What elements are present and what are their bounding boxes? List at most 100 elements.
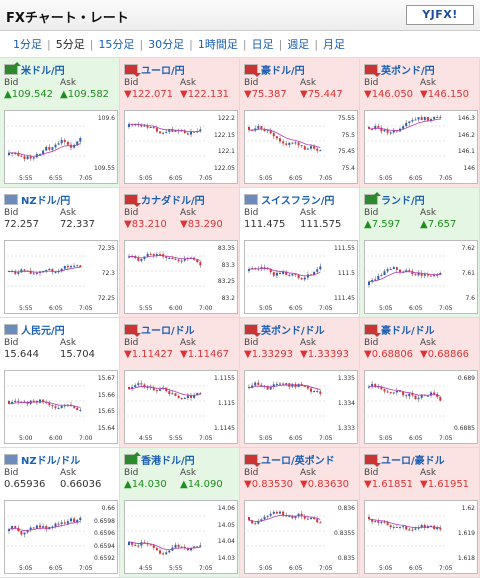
- mini-chart[interactable]: 0.689 0.6885 5:05 6:05 7:05: [364, 370, 478, 444]
- pair-card[interactable]: 人民元/円 Bid Ask 15.644 15.704 15.67 15.66 15.65 15…: [0, 318, 120, 448]
- y-tick-label: 15.67: [97, 375, 115, 382]
- pair-name[interactable]: ユーロ/英ポンド: [244, 452, 359, 467]
- pair-label[interactable]: カナダドル/円: [141, 195, 205, 207]
- mini-chart[interactable]: 0.66 0.6598 0.6596 0.6594 0.6592 5:05 6:05 7:05: [4, 500, 118, 574]
- mini-chart[interactable]: 1.1155 1.115 1.1145 4:55 5:55 7:05: [124, 370, 238, 444]
- pair-name[interactable]: ユーロ/円: [124, 62, 239, 77]
- mini-chart[interactable]: 14.06 14.05 14.04 14.03 4:55 5:55 7:05: [124, 500, 238, 574]
- bid-ask-labels: Bid Ask: [4, 338, 119, 349]
- candle: [174, 544, 177, 548]
- pair-label[interactable]: ランド/円: [381, 195, 425, 207]
- pair-label[interactable]: ユーロ/英ポンド: [261, 455, 335, 467]
- pair-card[interactable]: ユーロ/円 Bid Ask ▼122.071 ▼122.131 122.2 122.15 12…: [120, 58, 240, 188]
- pair-label[interactable]: 英ポンド/ドル: [261, 325, 325, 337]
- candle: [297, 513, 300, 517]
- candle: [386, 129, 389, 133]
- pair-name[interactable]: ユーロ/ドル: [124, 322, 239, 337]
- candle: [177, 544, 180, 547]
- mini-chart[interactable]: 75.55 75.5 75.45 75.4 5:05 6:05 7:05: [244, 110, 358, 184]
- mini-chart[interactable]: 146.3 146.2 146.1 146 5:05 6:05 7:05: [364, 110, 478, 184]
- candle: [66, 141, 69, 145]
- pair-card[interactable]: 米ドル/円 Bid Ask ▲109.542 ▲109.582 109.6 109.55 5:…: [0, 58, 120, 188]
- candle: [140, 258, 143, 261]
- candle: [383, 521, 386, 523]
- mini-chart[interactable]: 1.62 1.619 1.618 5:05 6:05 7:05: [364, 500, 478, 574]
- mini-chart[interactable]: 122.2 122.15 122.1 122.05 5:05 6:05 7:05: [124, 110, 238, 184]
- tab-5[interactable]: 日足: [251, 38, 274, 51]
- candle: [17, 527, 20, 532]
- candle: [254, 523, 257, 525]
- candle: [196, 392, 199, 395]
- pair-label[interactable]: 香港ドル/円: [141, 455, 195, 467]
- candle: [282, 141, 285, 144]
- pair-name[interactable]: NZドル/円: [4, 192, 119, 207]
- pair-name[interactable]: 香港ドル/円: [124, 451, 239, 467]
- pair-label[interactable]: ユーロ/ドル: [141, 325, 195, 337]
- pair-card[interactable]: 英ポンド/円 Bid Ask ▼146.050 ▼146.150 146.3 146.2 14…: [360, 58, 480, 188]
- pair-label[interactable]: 米ドル/円: [21, 65, 65, 77]
- pair-name[interactable]: スイスフラン/円: [244, 192, 359, 207]
- candle: [14, 271, 17, 274]
- pair-card[interactable]: 豪ドル/ドル Bid Ask ▼0.68806 ▼0.68866 0.689 0.6885 5…: [360, 318, 480, 448]
- bid-ask-labels: Bid Ask: [4, 468, 119, 479]
- candlestick-chart: [7, 515, 85, 547]
- candle: [423, 117, 426, 121]
- candle: [371, 128, 374, 130]
- pair-name[interactable]: 豪ドル/円: [244, 62, 359, 77]
- pair-card[interactable]: ランド/円 Bid Ask ▲7.597 ▲7.657 7.62 7.61 7.6 5:05 6:…: [360, 188, 480, 318]
- tab-1[interactable]: 5分足: [55, 38, 85, 51]
- mini-chart[interactable]: 111.55 111.5 111.45 5:05 6:05 7:05: [244, 240, 358, 314]
- pair-label[interactable]: ユーロ/豪ドル: [381, 455, 445, 467]
- pair-card[interactable]: カナダドル/円 Bid Ask ▼83.210 ▼83.290 83.35 83.3 83.2…: [120, 188, 240, 318]
- pair-name[interactable]: 英ポンド/ドル: [244, 322, 359, 337]
- tab-3[interactable]: 30分足: [148, 38, 185, 51]
- pair-card[interactable]: 香港ドル/円 Bid Ask ▲14.030 ▲14.090 14.06 14.05 14.0…: [120, 448, 240, 578]
- pair-name[interactable]: 豪ドル/ドル: [364, 322, 479, 337]
- pair-name[interactable]: NZドル/ドル: [4, 452, 119, 467]
- bid-ask-labels: Bid Ask: [124, 338, 239, 349]
- pair-card[interactable]: NZドル/ドル Bid Ask 0.65936 0.66036 0.66 0.6598 0.6…: [0, 448, 120, 578]
- pair-card[interactable]: ユーロ/英ポンド Bid Ask ▼0.83530 ▼0.83630 0.836 0.835…: [240, 448, 360, 578]
- mini-chart[interactable]: 0.836 0.8355 0.835 5:05 6:05 7:05: [244, 500, 358, 574]
- tab-7[interactable]: 月足: [323, 38, 346, 51]
- tab-6[interactable]: 週足: [287, 38, 310, 51]
- pair-card[interactable]: ユーロ/ドル Bid Ask ▼1.11427 ▼1.11467 1.1155 1.115 1…: [120, 318, 240, 448]
- pair-label[interactable]: NZドル/円: [21, 195, 71, 207]
- candle: [260, 519, 263, 522]
- pair-label[interactable]: NZドル/ドル: [21, 455, 81, 467]
- bid-value: ▼1.61851: [364, 479, 414, 490]
- mini-chart[interactable]: 109.6 109.55 5:55 6:55 7:05: [4, 110, 118, 184]
- pair-name[interactable]: ランド/円: [364, 191, 479, 207]
- candle: [76, 520, 79, 522]
- candle: [303, 385, 306, 387]
- pair-name[interactable]: 米ドル/円: [4, 61, 119, 77]
- pair-name[interactable]: 英ポンド/円: [364, 62, 479, 77]
- mini-chart[interactable]: 15.67 15.66 15.65 15.64 5:00 6:00 7:00: [4, 370, 118, 444]
- mini-chart[interactable]: 72.35 72.3 72.25 5:55 6:05 7:05: [4, 240, 118, 314]
- pair-label[interactable]: 豪ドル/ドル: [381, 325, 435, 337]
- tab-4[interactable]: 1時間足: [197, 38, 238, 51]
- pair-card[interactable]: スイスフラン/円 Bid Ask 111.475 111.575 111.55 111.5 1…: [240, 188, 360, 318]
- candle: [180, 260, 183, 262]
- tab-2[interactable]: 15分足: [98, 38, 135, 51]
- tab-0[interactable]: 1分足: [13, 38, 42, 51]
- mini-chart[interactable]: 83.35 83.3 83.25 83.2 5:55 6:00 7:00: [124, 240, 238, 314]
- moving-average-line: [128, 386, 201, 396]
- x-tick-label: 5:05: [379, 175, 393, 182]
- mini-chart[interactable]: 1.335 1.334 1.333 5:05 6:05 7:05: [244, 370, 358, 444]
- pair-card[interactable]: NZドル/円 Bid Ask 72.257 72.337 72.35 72.3 72.25 5:…: [0, 188, 120, 318]
- pair-label[interactable]: ユーロ/円: [141, 65, 185, 77]
- page-title: FXチャート・レート: [6, 11, 129, 26]
- pair-label[interactable]: 英ポンド/円: [381, 65, 435, 77]
- pair-name[interactable]: 人民元/円: [4, 322, 119, 337]
- pair-card[interactable]: ユーロ/豪ドル Bid Ask ▼1.61851 ▼1.61951 1.62 1.619 1.…: [360, 448, 480, 578]
- pair-label[interactable]: 豪ドル/円: [261, 65, 305, 77]
- pair-card[interactable]: 豪ドル/円 Bid Ask ▼75.387 ▼75.447 75.55 75.5 75.45 7…: [240, 58, 360, 188]
- pair-card[interactable]: 英ポンド/ドル Bid Ask ▼1.33293 ▼1.33393 1.335 1.334 1…: [240, 318, 360, 448]
- mini-chart[interactable]: 7.62 7.61 7.6 5:05 6:05 7:05: [364, 240, 478, 314]
- pair-label[interactable]: スイスフラン/円: [261, 195, 335, 207]
- pair-name[interactable]: カナダドル/円: [124, 192, 239, 207]
- pair-name[interactable]: ユーロ/豪ドル: [364, 452, 479, 467]
- yjfx-logo[interactable]: YJFX!: [406, 5, 474, 25]
- pair-label[interactable]: 人民元/円: [21, 325, 65, 337]
